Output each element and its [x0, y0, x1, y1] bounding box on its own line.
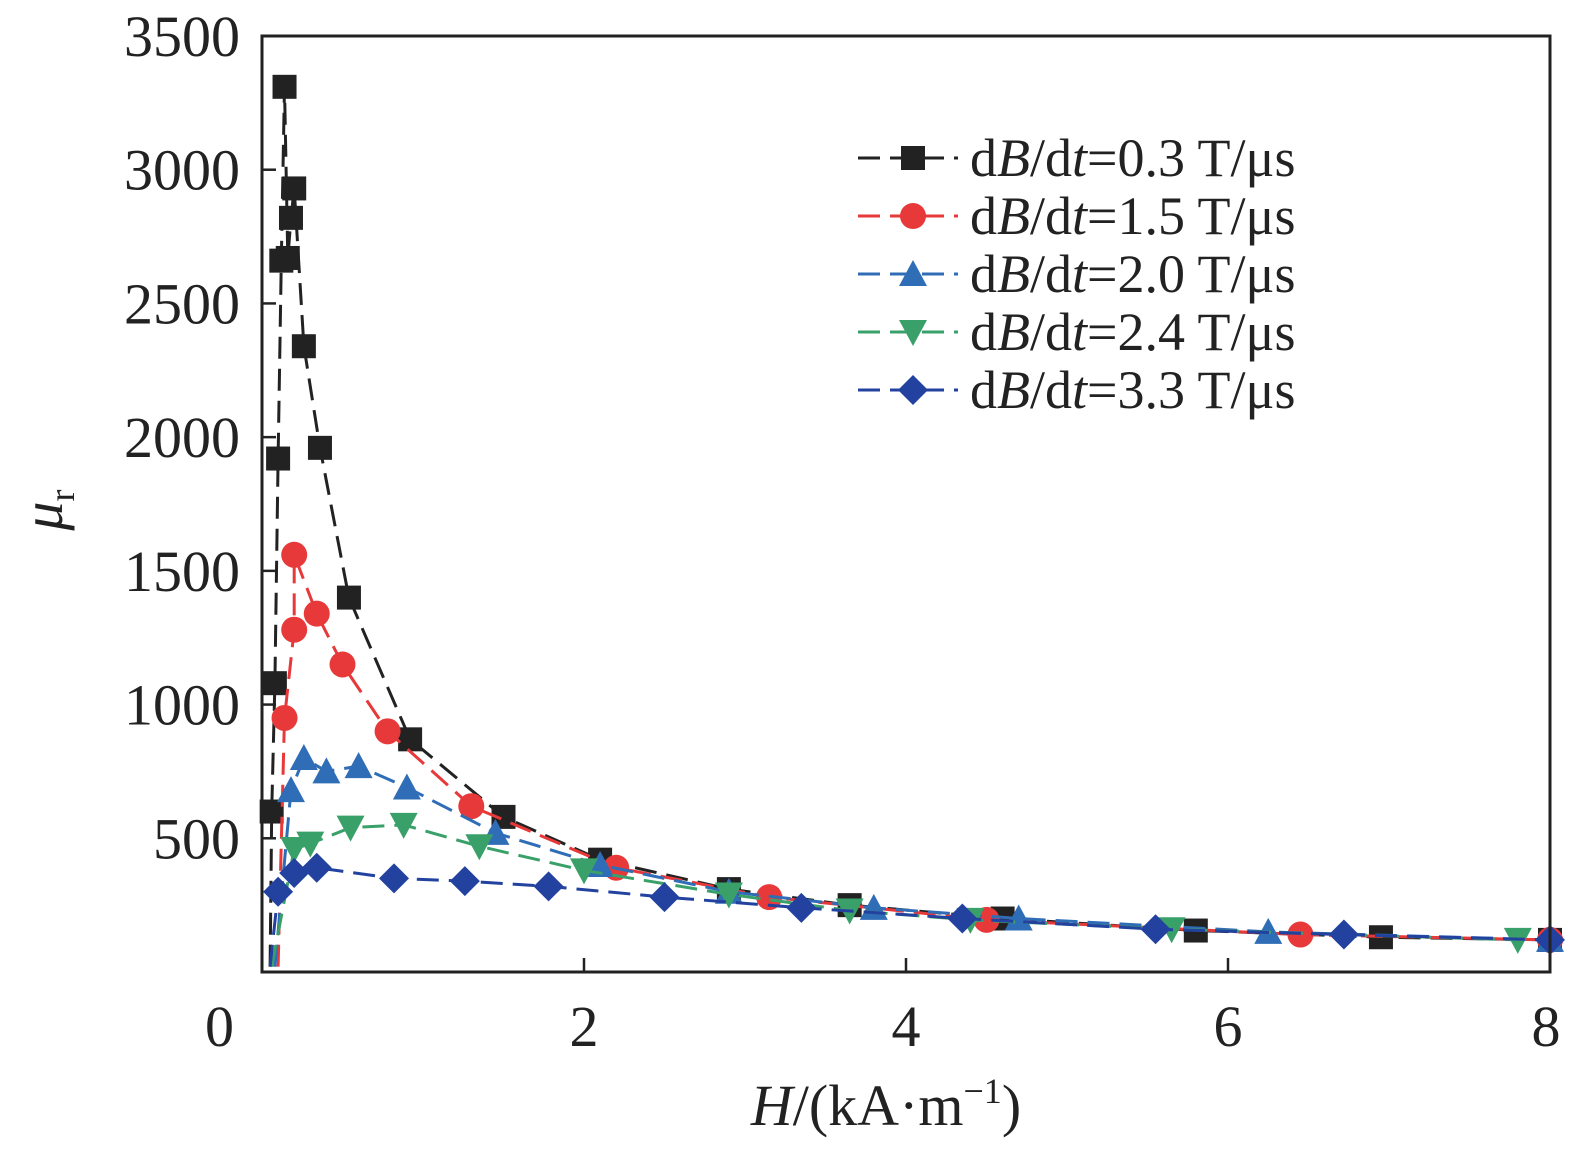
legend-entry: dB/dt=2.4 T/μs [858, 302, 1295, 362]
data-point [278, 205, 303, 230]
data-point [465, 834, 494, 861]
y-tick-label: 1000 [124, 673, 240, 738]
x-tick-label: 8 [1532, 994, 1561, 1059]
legend-entry: dB/dt=0.3 T/μs [858, 128, 1295, 188]
legend-marker [900, 203, 926, 229]
data-point [336, 815, 365, 842]
data-point [786, 892, 817, 923]
data-point [1004, 904, 1033, 931]
data-point [458, 793, 485, 820]
series-line [270, 823, 1518, 967]
data-point [374, 718, 401, 745]
legend-label: dB/dt=0.3 T/μs [970, 128, 1295, 188]
x-axis-label: H/(kA·m−1) [750, 1071, 1021, 1138]
data-point [291, 334, 316, 359]
legend-marker [899, 320, 927, 346]
data-point [329, 651, 356, 678]
legend-marker [898, 375, 928, 405]
legend-label: dB/dt=1.5 T/μs [970, 186, 1295, 246]
data-point [1328, 919, 1359, 950]
data-point [303, 600, 330, 627]
y-tick-label: 500 [153, 806, 240, 871]
data-point [570, 858, 598, 885]
plot-frame [260, 34, 1552, 974]
data-point [714, 882, 743, 909]
data-point [449, 866, 480, 897]
data-point [281, 541, 308, 568]
legend-marker [901, 146, 925, 170]
series-4 [263, 852, 1565, 967]
axes-layer: 0 2 4 6 8 500 1000 1500 2000 2500 3000 3500 H/(kA·m−… [10, 4, 1561, 1138]
data-point [271, 704, 298, 731]
series-line [276, 554, 1551, 967]
data-point [392, 773, 421, 800]
data-point [301, 852, 332, 883]
data-point [282, 176, 307, 201]
series-layer [259, 74, 1565, 967]
data-point [389, 812, 418, 839]
legend-label: dB/dt=2.4 T/μs [970, 302, 1295, 362]
series-1 [271, 541, 1563, 967]
data-point [296, 831, 325, 858]
data-point [947, 903, 978, 934]
y-tick-label: 2500 [124, 271, 240, 336]
data-point [280, 836, 309, 863]
data-point [379, 863, 410, 894]
data-point [344, 752, 373, 779]
data-point [307, 435, 332, 460]
data-point [398, 727, 423, 752]
y-axis-label: μr [10, 489, 82, 531]
data-point [281, 616, 308, 643]
legend-entry: dB/dt=2.0 T/μs [858, 244, 1295, 304]
legend-label: dB/dt=2.0 T/μs [970, 244, 1295, 304]
legend-marker [899, 260, 927, 286]
data-point [312, 757, 341, 784]
x-tick-label: 4 [892, 994, 921, 1059]
x-tick-label: 6 [1214, 994, 1243, 1059]
y-tick-label: 1500 [124, 539, 240, 604]
data-point [1140, 914, 1171, 945]
data-point [1503, 927, 1532, 954]
legend-label: dB/dt=3.3 T/μs [970, 360, 1295, 420]
y-tick-label: 3000 [124, 138, 240, 203]
y-tick-label: 3500 [124, 4, 240, 69]
data-point [259, 799, 284, 824]
data-point [533, 871, 564, 902]
legend-entry: dB/dt=3.3 T/μs [858, 360, 1295, 420]
data-point [275, 245, 300, 270]
data-point [262, 671, 287, 696]
data-point [263, 876, 294, 907]
data-point [336, 585, 361, 610]
y-tick-label: 2000 [124, 405, 240, 470]
data-point [266, 446, 291, 471]
legend-entry: dB/dt=1.5 T/μs [858, 186, 1295, 246]
data-point [276, 776, 305, 803]
x-tick-label: 0 [205, 994, 234, 1059]
data-point [272, 74, 297, 99]
data-point [649, 882, 680, 913]
x-tick-label: 2 [570, 994, 599, 1059]
data-point [279, 858, 310, 889]
data-point [289, 744, 318, 771]
